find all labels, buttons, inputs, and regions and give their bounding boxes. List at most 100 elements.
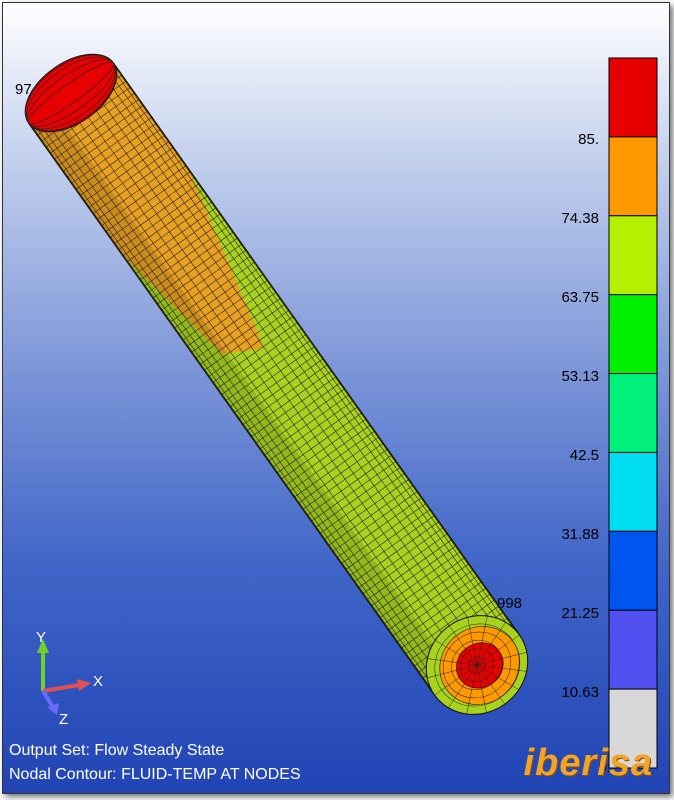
output-set-label: Output Set: Flow Steady State bbox=[9, 742, 225, 759]
mesh-line bbox=[114, 183, 200, 245]
node-label-top: 97 bbox=[15, 81, 32, 98]
mesh-line bbox=[383, 563, 470, 625]
mesh-line bbox=[476, 664, 505, 705]
mesh-line bbox=[366, 539, 452, 601]
mesh-line bbox=[466, 664, 478, 715]
mesh-line bbox=[358, 527, 444, 588]
mesh-line bbox=[79, 135, 165, 196]
mesh-line bbox=[35, 117, 442, 691]
mesh-line bbox=[58, 104, 144, 166]
mesh-line bbox=[476, 634, 520, 666]
legend-tick-label: 53.13 bbox=[561, 368, 599, 385]
iberisa-logo: iberisa bbox=[523, 742, 653, 784]
mesh-line bbox=[186, 285, 273, 347]
mesh-line bbox=[144, 225, 230, 287]
pipe-edge bbox=[28, 122, 436, 696]
z-axis-arrow-icon bbox=[41, 689, 55, 709]
mesh-line bbox=[152, 237, 238, 299]
mesh-line bbox=[302, 448, 388, 510]
pipe-edge bbox=[112, 62, 520, 636]
axis-triad bbox=[37, 639, 91, 715]
legend-color-band bbox=[608, 215, 658, 296]
mesh-line bbox=[71, 123, 157, 184]
legend-color-band bbox=[608, 294, 658, 375]
mesh-line bbox=[362, 533, 448, 595]
mesh-line bbox=[49, 92, 135, 154]
legend-tick-label: 0. bbox=[598, 759, 611, 776]
mesh-line bbox=[392, 575, 478, 637]
mesh-line bbox=[29, 122, 436, 695]
mesh-line bbox=[353, 521, 440, 582]
mesh-line bbox=[199, 304, 285, 365]
mesh-line bbox=[234, 352, 320, 413]
legend-tick-label: 10.63 bbox=[561, 684, 599, 701]
mesh-line bbox=[169, 261, 255, 323]
mesh-line bbox=[62, 110, 148, 172]
mesh-line bbox=[328, 485, 414, 546]
mesh-line bbox=[178, 273, 264, 335]
mesh-line bbox=[476, 664, 487, 713]
mesh-line bbox=[221, 334, 307, 395]
legend-tick-label: 21.25 bbox=[561, 605, 599, 622]
legend-color-band bbox=[608, 609, 658, 690]
mesh-line bbox=[182, 279, 268, 341]
mesh-line bbox=[388, 569, 474, 631]
mesh-line bbox=[311, 460, 397, 522]
mesh-line bbox=[281, 418, 367, 480]
mesh-line bbox=[212, 322, 298, 383]
mesh-line bbox=[293, 436, 380, 498]
mesh-line bbox=[405, 593, 491, 655]
mesh-line bbox=[315, 466, 401, 528]
pipe-contour-model bbox=[24, 53, 658, 769]
node-label-bottom: 998 bbox=[497, 595, 523, 612]
y-axis-label: Y bbox=[36, 629, 47, 646]
mesh-line bbox=[92, 153, 178, 214]
mesh-line bbox=[112, 63, 519, 636]
mesh-line bbox=[118, 189, 204, 251]
mesh-line bbox=[255, 382, 341, 444]
mesh-line bbox=[105, 171, 191, 232]
mesh-line bbox=[54, 98, 140, 160]
mesh-line bbox=[79, 86, 486, 660]
mesh-line bbox=[106, 67, 513, 641]
legend-tick-label: 85. bbox=[578, 131, 599, 148]
mesh-line bbox=[66, 116, 153, 178]
mesh-line bbox=[298, 442, 384, 504]
legend-tick-label: 63.75 bbox=[561, 289, 599, 306]
mesh-line bbox=[449, 625, 478, 666]
mesh-line bbox=[101, 165, 187, 226]
mesh-line bbox=[379, 557, 465, 619]
legend-tick-label: 42.5 bbox=[569, 447, 599, 464]
legend-color-band bbox=[608, 530, 658, 611]
mesh-line bbox=[54, 104, 461, 677]
mesh-line bbox=[306, 454, 392, 516]
mesh-line bbox=[70, 92, 478, 666]
pipe-shading bbox=[28, 106, 458, 696]
mesh-line bbox=[165, 255, 251, 317]
x-axis-arrow-icon bbox=[42, 683, 80, 693]
mesh-line bbox=[208, 316, 294, 377]
pipe-end-cap bbox=[425, 615, 529, 715]
mesh-line bbox=[375, 551, 461, 613]
contour-type-label: Nodal Contour: FLUID-TEMP AT NODES bbox=[9, 766, 301, 783]
mesh-line bbox=[191, 291, 277, 353]
legend-color-band bbox=[608, 451, 658, 532]
mesh-line bbox=[259, 388, 345, 450]
mesh-line bbox=[195, 298, 281, 359]
mesh-line bbox=[88, 147, 174, 208]
mesh-line bbox=[238, 358, 324, 420]
mesh-line bbox=[396, 581, 482, 643]
mesh-line bbox=[268, 400, 354, 462]
legend-color-band bbox=[608, 688, 658, 769]
x-axis-label: X bbox=[93, 673, 104, 690]
mesh-line bbox=[434, 664, 478, 696]
mesh-line bbox=[75, 129, 161, 190]
mesh-line bbox=[476, 664, 527, 672]
mesh-line bbox=[62, 98, 469, 672]
mesh-line bbox=[156, 243, 243, 305]
mesh-line bbox=[31, 120, 439, 693]
mesh-line bbox=[40, 114, 448, 687]
mesh-line bbox=[272, 406, 358, 468]
mesh-line bbox=[135, 213, 221, 275]
